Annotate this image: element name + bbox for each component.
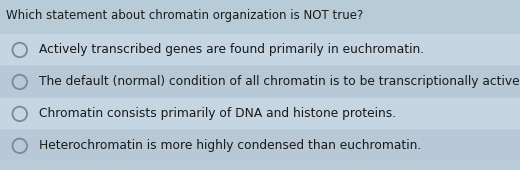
FancyBboxPatch shape — [0, 98, 520, 129]
Text: Actively transcribed genes are found primarily in euchromatin.: Actively transcribed genes are found pri… — [39, 44, 424, 56]
Text: The default (normal) condition of all chromatin is to be transcriptionally activ: The default (normal) condition of all ch… — [39, 75, 520, 88]
Text: Heterochromatin is more highly condensed than euchromatin.: Heterochromatin is more highly condensed… — [39, 139, 421, 152]
Text: Which statement about chromatin organization is NOT true?: Which statement about chromatin organiza… — [6, 9, 363, 22]
Text: Chromatin consists primarily of DNA and histone proteins.: Chromatin consists primarily of DNA and … — [39, 107, 396, 120]
FancyBboxPatch shape — [0, 66, 520, 97]
FancyBboxPatch shape — [0, 130, 520, 161]
FancyBboxPatch shape — [0, 34, 520, 65]
